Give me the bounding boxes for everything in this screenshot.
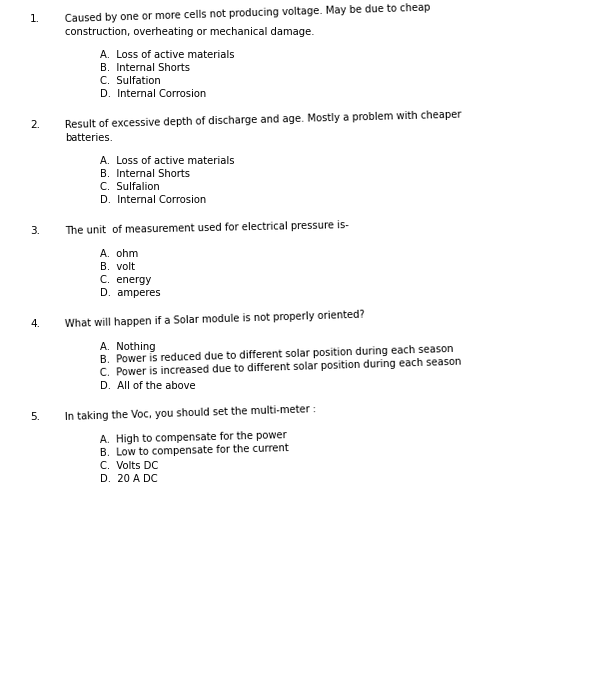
Text: B.  Internal Shorts: B. Internal Shorts bbox=[100, 169, 190, 179]
Text: What will happen if a Solar module is not properly oriented?: What will happen if a Solar module is no… bbox=[65, 309, 365, 329]
Text: C.  energy: C. energy bbox=[100, 275, 151, 285]
Text: A.  Loss of active materials: A. Loss of active materials bbox=[100, 156, 235, 166]
Text: C.  Volts DC: C. Volts DC bbox=[100, 461, 158, 471]
Text: D.  Internal Corrosion: D. Internal Corrosion bbox=[100, 89, 206, 99]
Text: In taking the Voc, you should set the multi-meter :: In taking the Voc, you should set the mu… bbox=[65, 404, 317, 422]
Text: construction, overheating or mechanical damage.: construction, overheating or mechanical … bbox=[65, 27, 314, 37]
Text: Caused by one or more cells not producing voltage. May be due to cheap: Caused by one or more cells not producin… bbox=[65, 3, 431, 24]
Text: 4.: 4. bbox=[30, 319, 40, 329]
Text: B.  Power is reduced due to different solar position during each season: B. Power is reduced due to different sol… bbox=[100, 344, 454, 365]
Text: A.  ohm: A. ohm bbox=[100, 249, 138, 259]
Text: 5.: 5. bbox=[30, 412, 40, 422]
Text: The unit  of measurement used for electrical pressure is-: The unit of measurement used for electri… bbox=[65, 220, 349, 236]
Text: 1.: 1. bbox=[30, 14, 40, 24]
Text: batteries.: batteries. bbox=[65, 133, 113, 143]
Text: D.  Internal Corrosion: D. Internal Corrosion bbox=[100, 195, 206, 205]
Text: C.  Power is increased due to different solar position during each season: C. Power is increased due to different s… bbox=[100, 356, 462, 378]
Text: A.  Nothing: A. Nothing bbox=[100, 342, 155, 352]
Text: A.  Loss of active materials: A. Loss of active materials bbox=[100, 50, 235, 60]
Text: D.  All of the above: D. All of the above bbox=[100, 381, 196, 391]
Text: B.  volt: B. volt bbox=[100, 262, 135, 272]
Text: 2.: 2. bbox=[30, 120, 40, 130]
Text: A.  High to compensate for the power: A. High to compensate for the power bbox=[100, 430, 287, 445]
Text: C.  Sulfalion: C. Sulfalion bbox=[100, 182, 160, 192]
Text: B.  Internal Shorts: B. Internal Shorts bbox=[100, 63, 190, 73]
Text: 3.: 3. bbox=[30, 226, 40, 236]
Text: C.  Sulfation: C. Sulfation bbox=[100, 76, 161, 86]
Text: Result of excessive depth of discharge and age. Mostly a problem with cheaper: Result of excessive depth of discharge a… bbox=[65, 109, 462, 130]
Text: D.  20 A DC: D. 20 A DC bbox=[100, 474, 158, 484]
Text: D.  amperes: D. amperes bbox=[100, 288, 161, 298]
Text: B.  Low to compensate for the current: B. Low to compensate for the current bbox=[100, 443, 289, 458]
